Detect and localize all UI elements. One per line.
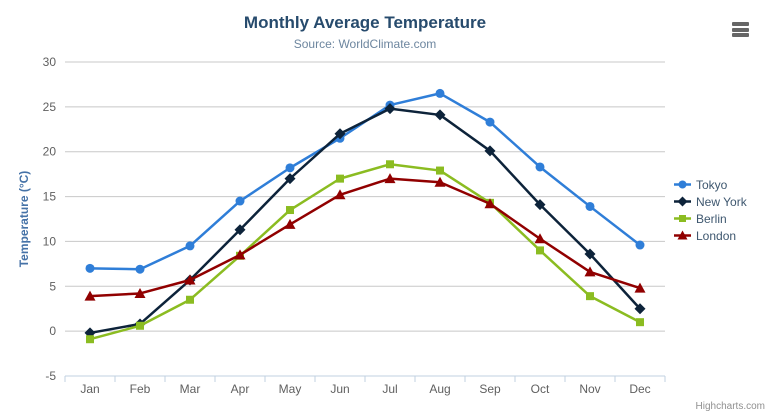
data-point-london[interactable] [534,233,546,244]
legend: Tokyo New York Berlin London [674,176,747,244]
y-axis-label: 20 [43,145,57,159]
legend-marker-london[interactable] [677,230,688,240]
data-point-berlin[interactable] [336,174,344,183]
y-axis-title: Temperature (°C) [17,171,31,268]
x-axis-label: Feb [130,382,151,396]
y-axis-label: 5 [49,279,56,293]
data-point-berlin[interactable] [436,166,444,175]
data-point-new-york[interactable] [234,224,246,236]
data-point-london[interactable] [134,287,146,298]
x-axis-label: Mar [180,382,201,396]
chart-title: Monthly Average Temperature [243,13,487,32]
y-axis-label: 25 [43,100,57,114]
legend-marker-tokyo[interactable] [678,180,687,189]
data-point-london[interactable] [484,198,496,209]
data-point-new-york[interactable] [484,145,496,157]
x-axis-label: May [279,382,302,396]
y-axis-label: 30 [43,55,57,69]
x-axis-label: Nov [579,382,600,396]
data-point-tokyo[interactable] [85,263,95,273]
x-axis-label: Apr [231,382,250,396]
legend-label: New York [696,194,747,209]
data-point-london[interactable] [184,274,196,285]
data-point-london[interactable] [634,282,646,293]
x-axis-label: Sep [479,382,501,396]
y-axis-label: -5 [45,369,56,383]
legend-marker-new-york[interactable] [677,196,688,207]
data-point-new-york[interactable] [534,199,546,211]
x-axis-label: Dec [629,382,650,396]
data-point-london[interactable] [334,189,346,200]
data-point-new-york[interactable] [434,109,446,121]
data-point-london[interactable] [84,290,96,301]
data-point-new-york[interactable] [584,248,596,260]
legend-label: Tokyo [696,177,728,192]
y-axis-label: 15 [43,190,57,204]
x-axis-label: Jul [382,382,397,396]
data-point-tokyo[interactable] [185,241,195,251]
legend-label: London [696,228,737,243]
data-point-berlin[interactable] [386,160,394,169]
legend-label: Berlin [696,211,727,226]
data-point-berlin[interactable] [636,318,644,327]
data-point-london[interactable] [434,176,446,187]
data-point-tokyo[interactable] [485,117,495,127]
export-menu-button[interactable] [731,21,750,38]
y-axis-label: 10 [43,234,57,248]
data-point-new-york[interactable] [384,103,396,115]
data-point-new-york[interactable] [284,173,296,185]
data-point-london[interactable] [284,218,296,229]
x-axis-label: Aug [429,382,450,396]
data-point-tokyo[interactable] [285,163,295,173]
x-axis-label: Jan [80,382,99,396]
data-point-tokyo[interactable] [535,162,545,172]
data-point-london[interactable] [384,173,396,184]
x-axis-label: Oct [531,382,550,396]
chart-subtitle: Source: WorldClimate.com [293,37,437,51]
x-axis-label: Jun [330,382,349,396]
data-point-berlin[interactable] [136,321,144,330]
series-line-berlin[interactable] [88,163,642,341]
y-axis-label: 0 [49,324,56,338]
data-point-berlin[interactable] [536,246,544,255]
series-line-new-york[interactable] [88,107,642,335]
data-point-tokyo[interactable] [135,264,145,274]
data-point-tokyo[interactable] [435,88,445,98]
legend-item-new-york[interactable]: New York [674,193,747,210]
data-point-berlin[interactable] [586,292,594,301]
legend-circle-icon [674,180,691,189]
data-point-london[interactable] [584,266,596,277]
data-point-new-york[interactable] [634,303,646,315]
data-point-tokyo[interactable] [635,240,645,250]
data-point-london[interactable] [234,249,246,260]
data-point-berlin[interactable] [286,206,294,215]
legend-item-tokyo[interactable]: Tokyo [674,176,747,193]
series-line-london[interactable] [88,177,642,298]
hamburger-menu-icon [732,22,749,26]
legend-marker-berlin[interactable] [679,215,686,222]
data-point-tokyo[interactable] [235,196,245,206]
legend-item-berlin[interactable]: Berlin [674,210,747,227]
credits-link[interactable]: Highcharts.com [695,401,765,412]
series-line-tokyo[interactable] [88,92,642,271]
data-point-berlin[interactable] [86,335,94,344]
data-point-berlin[interactable] [186,295,194,304]
data-point-new-york[interactable] [334,128,346,140]
data-point-tokyo[interactable] [585,201,595,211]
legend-square-icon [674,215,691,222]
legend-diamond-icon [674,196,691,207]
legend-item-london[interactable]: London [674,227,747,244]
legend-triangle-icon [674,230,691,240]
